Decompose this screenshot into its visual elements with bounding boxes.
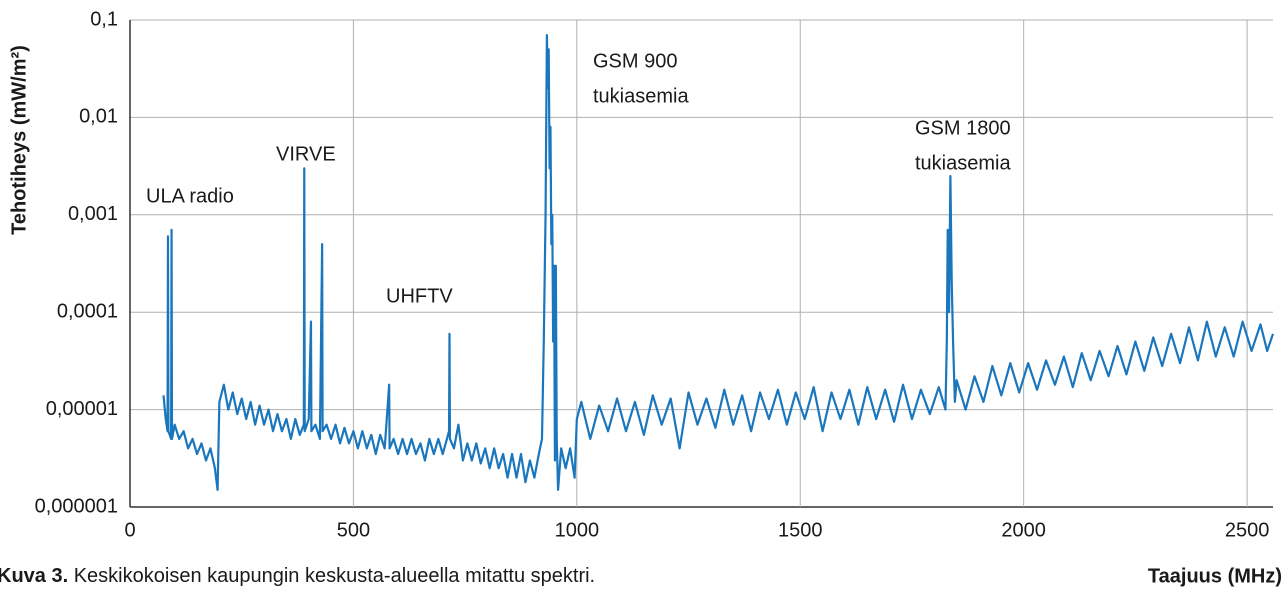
annotation: tukiasemia — [593, 85, 689, 107]
x-axis-label: Taajuus (MHz) — [1148, 565, 1282, 587]
annotation: UHFTV — [386, 285, 453, 307]
x-tick-label: 2500 — [1225, 519, 1270, 541]
spectrum-line — [162, 33, 1275, 491]
y-tick-label: 0,01 — [79, 106, 118, 128]
annotation: GSM 900 — [593, 50, 677, 72]
y-axis-label: Tehotiheys (mW/m²) — [8, 45, 30, 235]
caption-label: Kuva 3. — [0, 565, 68, 587]
y-tick-label: 0,00001 — [46, 398, 118, 420]
caption: Kuva 3. Keskikokoisen kaupungin keskusta… — [0, 565, 595, 587]
annotation: tukiasemia — [915, 152, 1011, 174]
annotation: VIRVE — [276, 143, 336, 165]
x-tick-label: 1000 — [555, 519, 600, 541]
x-tick-label: 1500 — [778, 519, 823, 541]
y-tick-label: 0,000001 — [35, 495, 118, 517]
x-tick-label: 500 — [337, 519, 370, 541]
annotation: GSM 1800 — [915, 117, 1011, 139]
x-tick-label: 0 — [124, 519, 135, 541]
y-tick-label: 0,0001 — [57, 300, 118, 322]
caption-text: Keskikokoisen kaupungin keskusta-alueell… — [74, 565, 595, 587]
annotation: ULA radio — [146, 185, 234, 207]
x-tick-label: 2000 — [1001, 519, 1046, 541]
y-tick-label: 0,001 — [68, 203, 118, 225]
y-tick-label: 0,1 — [90, 8, 118, 30]
